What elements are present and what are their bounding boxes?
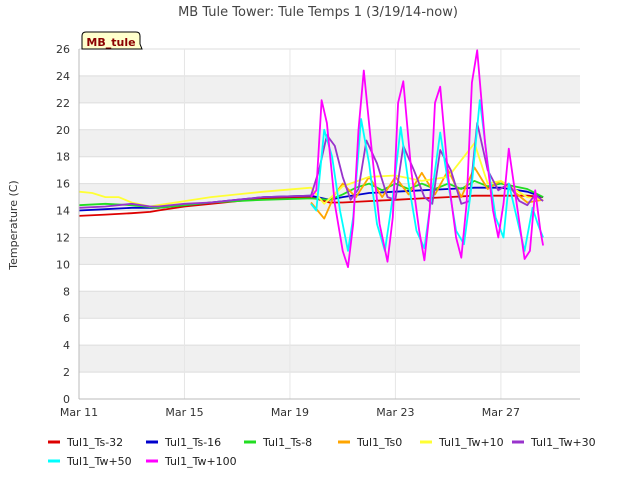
y-tick-label: 0 bbox=[63, 393, 70, 406]
series-line-Tul1_Tw+100 bbox=[310, 49, 544, 269]
y-tick-label: 10 bbox=[56, 258, 70, 271]
station-tag: MB_tule bbox=[81, 31, 143, 50]
grid-band bbox=[79, 291, 580, 319]
y-tick-label: 12 bbox=[56, 231, 70, 244]
series-line-Tul1_Ts-8 bbox=[78, 179, 544, 209]
chart-title: MB Tule Tower: Tule Temps 1 (3/19/14-now… bbox=[178, 5, 458, 20]
grid-band bbox=[79, 75, 580, 103]
legend-item: Tul1_Ts-16 bbox=[146, 436, 221, 449]
legend-label: Tul1_Tw+30 bbox=[530, 436, 596, 449]
x-tick-label: Mar 23 bbox=[376, 406, 414, 419]
legend-item: Tul1_Tw+100 bbox=[146, 455, 237, 468]
legend-item: Tul1_Tw+10 bbox=[420, 436, 504, 449]
x-tick-label: Mar 19 bbox=[271, 406, 309, 419]
station-tag-box bbox=[81, 31, 143, 50]
series-line-Tul1_Tw+10 bbox=[78, 142, 544, 208]
y-tick-label: 16 bbox=[56, 178, 70, 191]
legend-item: Tul1_Ts-8 bbox=[244, 436, 312, 449]
y-tick-label: 2 bbox=[63, 366, 70, 379]
y-tick-label: 18 bbox=[56, 151, 70, 164]
x-tick-label: Mar 27 bbox=[482, 406, 520, 419]
series-layer bbox=[78, 49, 544, 269]
grid-band bbox=[79, 345, 580, 373]
y-tick-label: 26 bbox=[56, 43, 70, 56]
y-tick-label: 4 bbox=[63, 339, 70, 352]
legend-label: Tul1_Tw+50 bbox=[66, 455, 132, 468]
legend-label: Tul1_Ts-32 bbox=[66, 436, 123, 449]
x-tick-label: Mar 11 bbox=[60, 406, 98, 419]
legend-label: Tul1_Ts-16 bbox=[164, 436, 221, 449]
legend-label: Tul1_Ts0 bbox=[356, 436, 402, 449]
y-tick-label: 14 bbox=[56, 205, 70, 218]
legend: Tul1_Ts-32 Tul1_Ts-16 Tul1_Ts-8 Tul1_Ts0 Tul… bbox=[48, 436, 596, 468]
y-tick-label: 6 bbox=[63, 312, 70, 325]
legend-label: Tul1_Tw+100 bbox=[164, 455, 237, 468]
y-tick-label: 8 bbox=[63, 285, 70, 298]
legend-item: Tul1_Ts0 bbox=[338, 436, 402, 449]
y-tick-label: 20 bbox=[56, 124, 70, 137]
y-axis-label: Temperature (C) bbox=[7, 180, 20, 270]
legend-item: Tul1_Tw+30 bbox=[512, 436, 596, 449]
grid-band bbox=[79, 237, 580, 265]
legend-label: Tul1_Ts-8 bbox=[262, 436, 312, 449]
legend-item: Tul1_Tw+50 bbox=[48, 455, 132, 468]
legend-label: Tul1_Tw+10 bbox=[438, 436, 504, 449]
y-tick-label: 24 bbox=[56, 70, 70, 83]
legend-item: Tul1_Ts-32 bbox=[48, 436, 123, 449]
x-tick-label: Mar 15 bbox=[165, 406, 203, 419]
y-tick-label: 22 bbox=[56, 97, 70, 110]
station-tag-label: MB_tule bbox=[86, 36, 135, 49]
